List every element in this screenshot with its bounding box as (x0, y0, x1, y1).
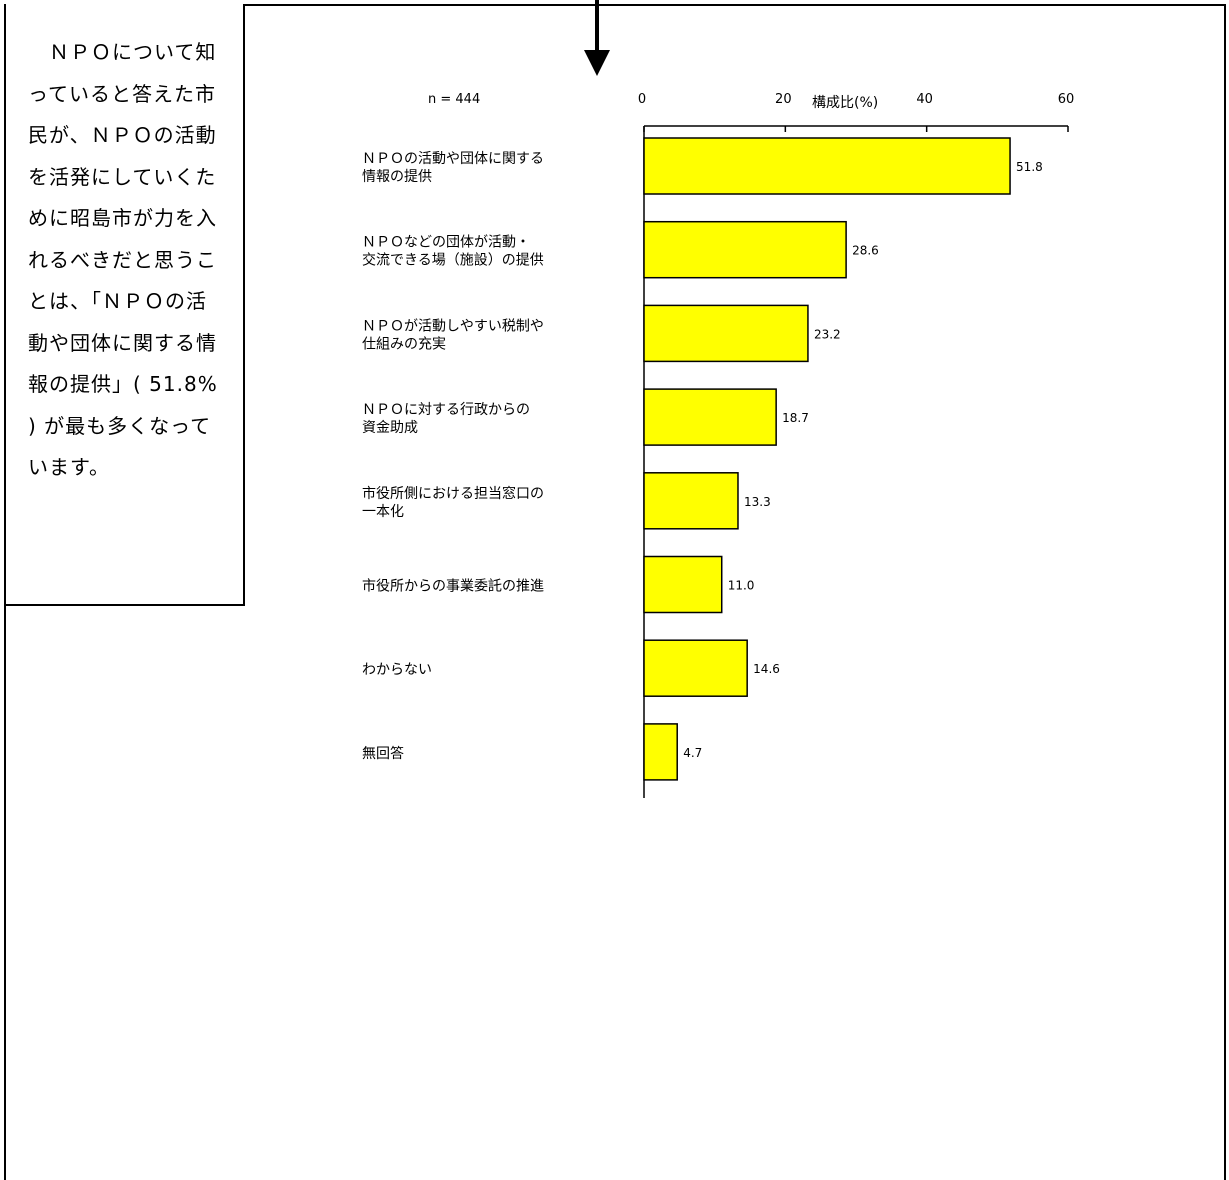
x-tick-label: 60 (1058, 92, 1075, 107)
category-labels: ＮＰＯの活動や団体に関する情報の提供 ＮＰＯなどの団体が活動・交流できる場（施設）… (362, 151, 544, 762)
category-label: 市役所からの事業委託の推進 (362, 578, 544, 595)
data-label: 18.7 (782, 411, 809, 425)
bar (643, 220, 847, 279)
pointer-arrow (584, 0, 610, 76)
category-label-line: 交流できる場（施設）の提供 (362, 252, 544, 269)
category-label-line: 資金助成 (362, 420, 418, 436)
category-label-line: ＮＰＯに対する行政からの (362, 402, 530, 418)
data-label: 28.6 (852, 244, 879, 258)
bar (643, 388, 777, 446)
bar (643, 723, 678, 781)
category-label: 市役所側における担当窓口の一本化 (362, 485, 544, 520)
data-label: 11.0 (728, 579, 755, 593)
data-label: 13.3 (744, 495, 771, 509)
category-label-line: 一本化 (362, 504, 404, 520)
category-label-line: ＮＰＯの活動や団体に関する (362, 151, 544, 167)
category-label: わからない (362, 662, 432, 678)
summary-callout-text: ＮＰＯについて知っていると答えた市民が、ＮＰＯの活動を活発にしていくために昭島市… (28, 40, 218, 479)
value-labels: 51.8 28.6 23.2 18.7 13.3 11.0 14.6 4.7 (683, 160, 1043, 760)
data-label: 14.6 (753, 662, 780, 676)
data-label: 4.7 (683, 746, 702, 760)
x-axis-title: 構成比(%) (812, 95, 878, 111)
data-label: 23.2 (814, 327, 841, 341)
data-label: 51.8 (1016, 160, 1043, 174)
bars (643, 137, 1011, 781)
category-label: ＮＰＯが活動しやすい税制や仕組みの充実 (362, 318, 544, 352)
bar (643, 137, 1011, 195)
category-label-line: 情報の提供 (362, 169, 432, 185)
category-label: 無回答 (362, 745, 404, 762)
x-tick-label: 0 (638, 92, 646, 107)
bar (643, 639, 748, 697)
category-label: ＮＰＯの活動や団体に関する情報の提供 (362, 151, 544, 185)
category-label: ＮＰＯに対する行政からの資金助成 (362, 402, 530, 436)
category-label: ＮＰＯなどの団体が活動・交流できる場（施設）の提供 (362, 235, 544, 269)
category-label-line: 仕組みの充実 (362, 336, 446, 352)
bar (643, 472, 739, 530)
category-label-line: ＮＰＯが活動しやすい税制や (362, 318, 544, 334)
bar (643, 555, 723, 614)
category-label-line: ＮＰＯなどの団体が活動・ (362, 235, 530, 251)
x-tick-label: 40 (916, 92, 933, 107)
sample-size-label: n = 444 (428, 92, 480, 107)
x-ticks: 0 20 40 60 (638, 92, 1074, 132)
x-tick-label: 20 (775, 92, 792, 107)
category-label-line: 市役所側における担当窓口の (362, 485, 544, 502)
bar (643, 304, 809, 363)
pointer-arrow-head (584, 50, 610, 76)
summary-callout-box: ＮＰＯについて知っていると答えた市民が、ＮＰＯの活動を活発にしていくために昭島市… (4, 4, 245, 606)
